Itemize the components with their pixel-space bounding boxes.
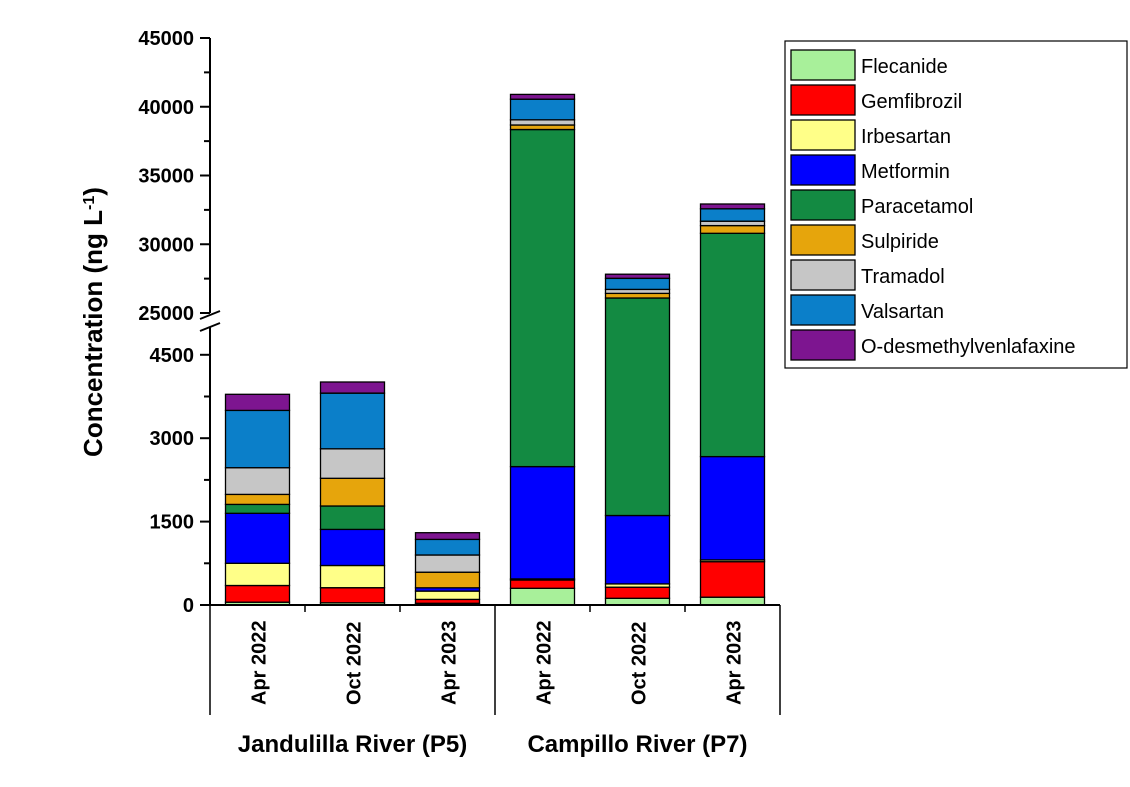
bar-segment xyxy=(509,465,576,580)
group-label: Jandulilla River (P5) xyxy=(238,731,467,758)
bar-segment xyxy=(509,98,576,121)
legend-swatch xyxy=(790,154,856,186)
legend-label: O-desmethylvenlafaxine xyxy=(861,336,1076,358)
legend-label: Flecanide xyxy=(861,56,948,78)
x-category-label: Oct 2022 xyxy=(344,622,366,705)
bar-segment xyxy=(319,381,386,394)
legend-swatch xyxy=(790,49,856,81)
bar-segment xyxy=(699,208,766,222)
legend-label: Metformin xyxy=(861,161,950,183)
y-axis-title: Concentration (ng L-1) xyxy=(78,187,108,457)
bar-segment xyxy=(509,124,576,131)
x-category-label: Apr 2022 xyxy=(249,621,271,706)
bar-segment xyxy=(319,528,386,567)
bars-layer xyxy=(224,93,766,606)
bar-segment xyxy=(319,505,386,531)
bar-segment xyxy=(224,562,291,587)
legend: Flecanide Gemfibrozil Irbesartan Metformin P… xyxy=(784,40,1128,369)
bar-segment xyxy=(699,203,766,210)
bar-segment xyxy=(319,477,386,507)
labels-layer: 25000 30000 35000 40000 45000 0 1500 3000 4500 Ap… xyxy=(78,28,748,758)
legend-label: Sulpiride xyxy=(861,231,939,253)
legend-label: Valsartan xyxy=(861,301,944,323)
bar-segment xyxy=(414,590,481,601)
bar-segment xyxy=(604,514,671,585)
bar-segment xyxy=(414,571,481,589)
bar-segment xyxy=(224,584,291,603)
bar-segment xyxy=(319,392,386,450)
bar-segment xyxy=(224,393,291,412)
legend-swatch xyxy=(790,294,856,326)
bar-segment xyxy=(319,587,386,604)
bar-segment xyxy=(414,554,481,573)
x-category-label: Oct 2022 xyxy=(629,622,651,705)
y-tick-label: 40000 xyxy=(138,97,194,119)
bar-segment xyxy=(224,503,291,514)
bar-segment xyxy=(509,128,576,468)
x-category-label: Apr 2023 xyxy=(439,621,461,706)
y-tick-label: 0 xyxy=(183,595,194,617)
bar-segment xyxy=(509,587,576,606)
bar-segment xyxy=(604,297,671,517)
axis-break-mark xyxy=(199,322,221,332)
legend-swatch xyxy=(790,224,856,256)
group-label: Campillo River (P7) xyxy=(527,731,747,758)
x-category-label: Apr 2023 xyxy=(724,621,746,706)
bar-segment xyxy=(604,277,671,291)
bar-segment xyxy=(604,273,671,279)
bar-segment xyxy=(224,493,291,506)
bar-segment xyxy=(699,455,766,561)
y-tick-label: 1500 xyxy=(150,512,195,534)
y-tick-label: 4500 xyxy=(150,345,195,367)
bar-segment xyxy=(699,220,766,227)
bar-segment xyxy=(699,232,766,458)
y-tick-label: 45000 xyxy=(138,28,194,50)
bar-segment xyxy=(224,512,291,564)
bar-segment xyxy=(224,467,291,496)
legend-swatch xyxy=(790,119,856,151)
legend-swatch xyxy=(790,329,856,361)
y-tick-label: 25000 xyxy=(138,303,194,325)
legend-label: Paracetamol xyxy=(861,196,973,218)
legend-label: Gemfibrozil xyxy=(861,91,962,113)
y-tick-label: 35000 xyxy=(138,166,194,188)
legend-label: Tramadol xyxy=(861,266,945,288)
y-tick-label: 3000 xyxy=(150,428,195,450)
bar-segment xyxy=(509,579,576,589)
bar-segment xyxy=(509,93,576,100)
bar-segment xyxy=(414,538,481,556)
bar-segment xyxy=(509,119,576,126)
legend-swatch xyxy=(790,84,856,116)
bar-segment xyxy=(319,564,386,589)
x-category-label: Apr 2022 xyxy=(534,621,556,706)
bar-segment xyxy=(699,560,766,598)
legend-swatch xyxy=(790,259,856,291)
bar-segment xyxy=(224,409,291,469)
bar-segment xyxy=(699,224,766,234)
bar-segment xyxy=(604,597,671,606)
legend-swatch xyxy=(790,189,856,221)
bar-segment xyxy=(604,586,671,599)
axis-break-mark xyxy=(199,310,221,320)
bar-segment xyxy=(414,532,481,541)
legend-label: Irbesartan xyxy=(861,126,951,148)
bar-segment xyxy=(699,596,766,606)
axis-layer xyxy=(199,37,781,715)
y-tick-label: 30000 xyxy=(138,234,194,256)
bar-segment xyxy=(319,448,386,479)
